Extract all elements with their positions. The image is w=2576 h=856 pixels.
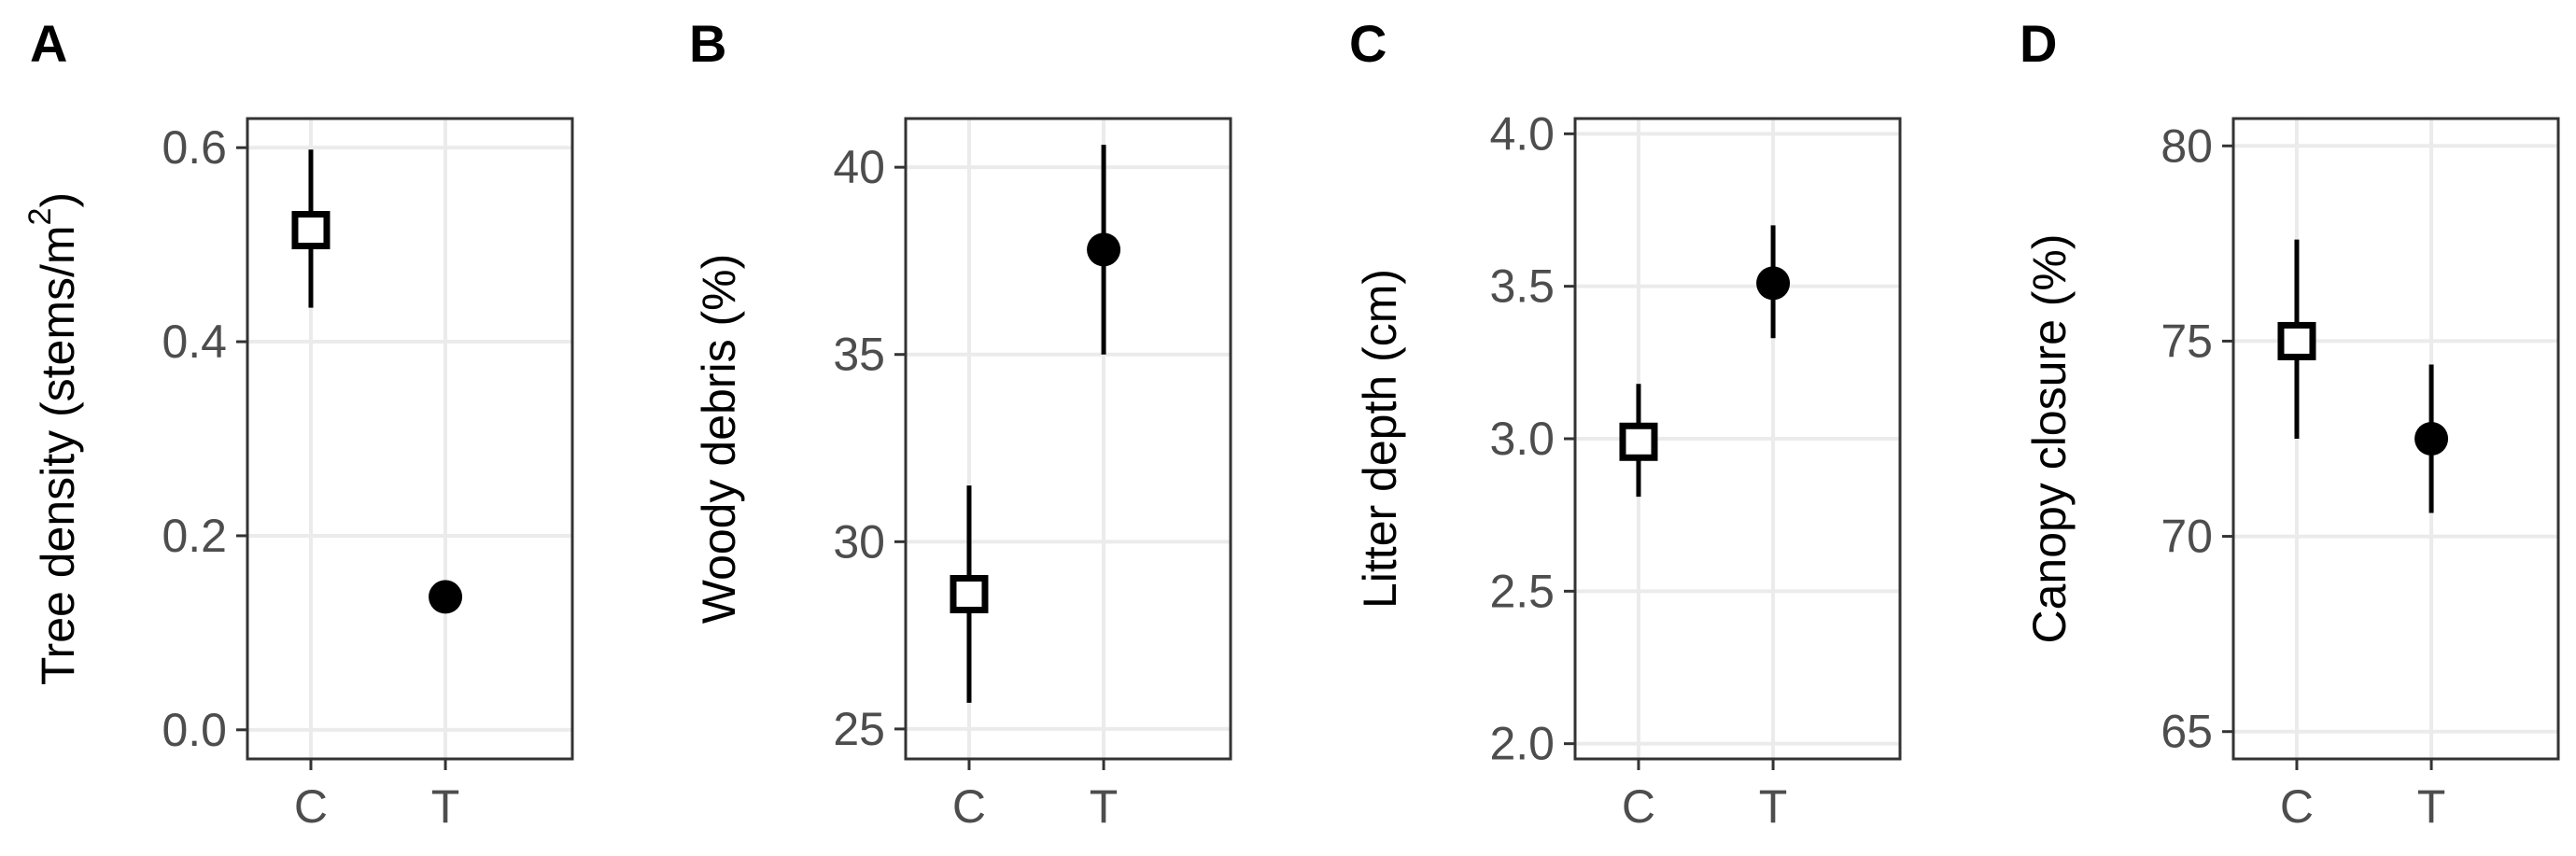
x-tick-label-c-0: C <box>1622 780 1655 833</box>
y-tick-label-b-0: 25 <box>833 703 885 755</box>
point-d-t <box>2414 422 2449 456</box>
panel-c: 2.0 2.5 3.0 3.5 4.0 C T C Litter depth (cm) <box>1349 14 1902 833</box>
y-tick-label-a-1: 0.2 <box>162 510 227 562</box>
y-axis-label-b: Woody debris (%) <box>693 254 745 624</box>
panel-frame-b <box>904 117 1232 761</box>
point-b-t <box>1087 232 1121 267</box>
y-axis-label-d: Canopy closure (%) <box>2023 233 2076 643</box>
x-tick-label-a-1: T <box>431 780 460 833</box>
y-tick-label-b-1: 30 <box>833 515 885 568</box>
panel-frame-c <box>1573 117 1902 761</box>
y-tick-label-a-3: 0.6 <box>162 121 227 174</box>
x-tick-label-a-0: C <box>294 780 328 833</box>
x-tick-label-d-1: T <box>2417 780 2446 833</box>
point-a-t <box>429 580 463 614</box>
y-tick-label-c-1: 2.5 <box>1489 565 1555 617</box>
y-axis-label-a: Tree density (stems/m2) <box>22 192 84 685</box>
x-tick-label-b-1: T <box>1090 780 1119 833</box>
y-axis-label-c: Litter depth (cm) <box>1354 269 1406 609</box>
panel-frame-a <box>246 117 574 761</box>
y-tick-label-c-2: 3.0 <box>1489 413 1555 465</box>
panel-letter-a: A <box>30 14 67 73</box>
y-tick-label-b-3: 40 <box>833 141 885 193</box>
y-tick-label-c-4: 4.0 <box>1489 107 1555 160</box>
panel-frame-d <box>2231 117 2560 761</box>
panel-letter-b: B <box>689 14 726 73</box>
point-c-t <box>1756 266 1791 301</box>
point-d-c <box>2277 321 2316 360</box>
panel-letter-d: D <box>2020 14 2057 73</box>
panel-b: 25 30 35 40 C T B Woody debris (%) <box>689 14 1232 833</box>
x-tick-label-b-0: C <box>952 780 986 833</box>
y-tick-label-c-0: 2.0 <box>1489 718 1555 770</box>
y-tick-label-c-3: 3.5 <box>1489 260 1555 313</box>
point-b-c <box>950 574 989 613</box>
point-c-c <box>1619 422 1658 461</box>
y-tick-label-b-2: 35 <box>833 329 885 381</box>
x-tick-label-c-1: T <box>1759 780 1788 833</box>
y-tick-label-d-2: 75 <box>2161 315 2213 367</box>
point-a-c <box>291 211 331 250</box>
x-tick-label-d-0: C <box>2280 780 2314 833</box>
y-tick-label-a-2: 0.4 <box>162 316 227 368</box>
y-tick-label-d-0: 65 <box>2161 706 2213 758</box>
y-tick-label-a-0: 0.0 <box>162 704 227 756</box>
panel-letter-c: C <box>1349 14 1387 73</box>
y-tick-label-d-1: 70 <box>2161 511 2213 563</box>
panel-d: 65 70 75 80 C T D Canopy closure (%) <box>2020 14 2560 833</box>
y-tick-label-d-3: 80 <box>2161 119 2213 172</box>
panel-a: 0.0 0.2 0.4 0.6 C T A Tree density (stems/m2) <box>22 14 574 833</box>
